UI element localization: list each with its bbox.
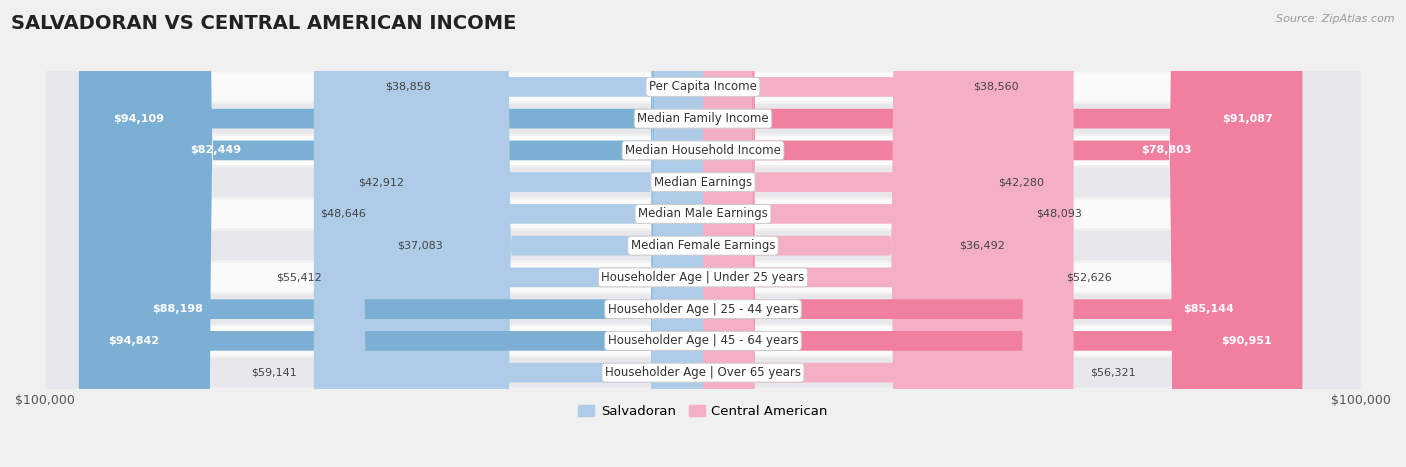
FancyBboxPatch shape [45, 0, 1361, 467]
FancyBboxPatch shape [703, 0, 1264, 467]
FancyBboxPatch shape [45, 0, 1361, 467]
FancyBboxPatch shape [703, 0, 1222, 467]
Text: $90,951: $90,951 [1222, 336, 1272, 346]
FancyBboxPatch shape [447, 0, 703, 467]
FancyBboxPatch shape [314, 0, 703, 467]
FancyBboxPatch shape [160, 0, 703, 467]
Text: Median Household Income: Median Household Income [626, 144, 780, 157]
FancyBboxPatch shape [45, 0, 1361, 467]
Text: Median Family Income: Median Family Income [637, 112, 769, 125]
Text: $91,087: $91,087 [1222, 113, 1272, 124]
FancyBboxPatch shape [382, 0, 703, 467]
Text: Median Male Earnings: Median Male Earnings [638, 207, 768, 220]
FancyBboxPatch shape [45, 0, 1361, 467]
Text: $52,626: $52,626 [1066, 272, 1112, 283]
Text: Householder Age | 25 - 44 years: Householder Age | 25 - 44 years [607, 303, 799, 316]
FancyBboxPatch shape [122, 0, 703, 467]
FancyBboxPatch shape [84, 0, 703, 467]
FancyBboxPatch shape [45, 0, 1361, 467]
Text: $38,858: $38,858 [385, 82, 430, 92]
Text: $94,109: $94,109 [114, 113, 165, 124]
FancyBboxPatch shape [703, 0, 956, 467]
Text: Householder Age | Over 65 years: Householder Age | Over 65 years [605, 366, 801, 379]
FancyBboxPatch shape [45, 0, 1361, 467]
FancyBboxPatch shape [79, 0, 703, 467]
FancyBboxPatch shape [703, 0, 1019, 467]
FancyBboxPatch shape [45, 0, 1361, 467]
Text: Median Female Earnings: Median Female Earnings [631, 239, 775, 252]
Text: $55,412: $55,412 [276, 272, 322, 283]
Text: SALVADORAN VS CENTRAL AMERICAN INCOME: SALVADORAN VS CENTRAL AMERICAN INCOME [11, 14, 516, 33]
FancyBboxPatch shape [703, 0, 943, 467]
FancyBboxPatch shape [45, 0, 1361, 467]
Legend: Salvadoran, Central American: Salvadoran, Central American [574, 400, 832, 423]
Text: $48,093: $48,093 [1036, 209, 1081, 219]
Text: $82,449: $82,449 [190, 145, 242, 156]
Text: Householder Age | 45 - 64 years: Householder Age | 45 - 64 years [607, 334, 799, 347]
Text: $56,321: $56,321 [1090, 368, 1136, 378]
FancyBboxPatch shape [45, 0, 1361, 467]
FancyBboxPatch shape [420, 0, 703, 467]
FancyBboxPatch shape [703, 0, 1074, 467]
FancyBboxPatch shape [703, 0, 1302, 467]
FancyBboxPatch shape [339, 0, 703, 467]
Text: $36,492: $36,492 [959, 241, 1005, 251]
Text: $37,083: $37,083 [396, 241, 443, 251]
Text: Householder Age | Under 25 years: Householder Age | Under 25 years [602, 271, 804, 284]
Text: $94,842: $94,842 [108, 336, 160, 346]
FancyBboxPatch shape [703, 0, 1302, 467]
FancyBboxPatch shape [45, 0, 1361, 467]
Text: $38,560: $38,560 [973, 82, 1019, 92]
Text: $59,141: $59,141 [252, 368, 297, 378]
Text: $48,646: $48,646 [321, 209, 367, 219]
Text: $42,912: $42,912 [359, 177, 404, 187]
FancyBboxPatch shape [458, 0, 703, 467]
Text: $42,280: $42,280 [998, 177, 1043, 187]
FancyBboxPatch shape [703, 0, 981, 467]
FancyBboxPatch shape [703, 0, 1049, 467]
Text: Source: ZipAtlas.com: Source: ZipAtlas.com [1277, 14, 1395, 24]
Text: Median Earnings: Median Earnings [654, 176, 752, 189]
Text: $85,144: $85,144 [1182, 304, 1233, 314]
Text: $88,198: $88,198 [152, 304, 202, 314]
Text: Per Capita Income: Per Capita Income [650, 80, 756, 93]
Text: $78,803: $78,803 [1142, 145, 1192, 156]
